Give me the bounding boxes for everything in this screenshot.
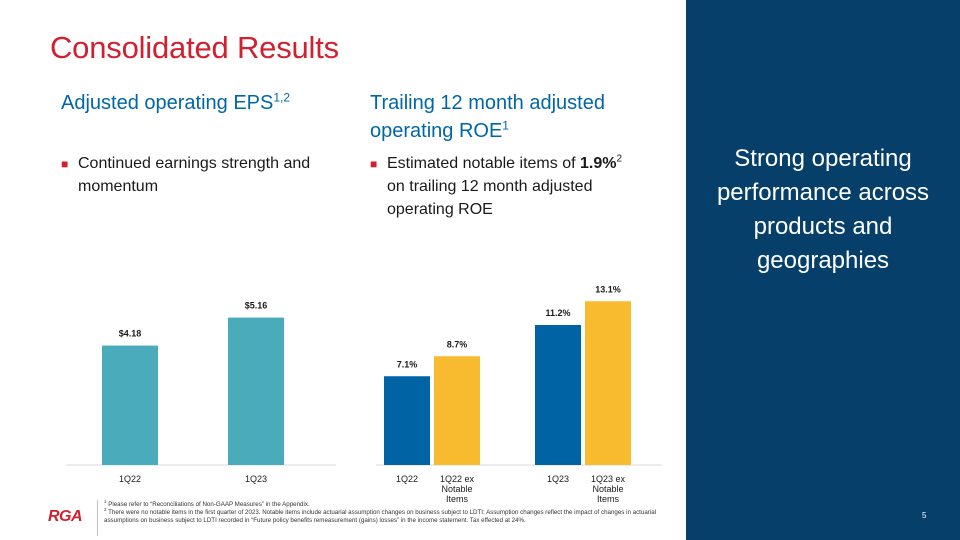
eps-data-label: $4.18 [119, 329, 142, 339]
roe-bullet: ■ Estimated notable items of 1.9%2 on tr… [370, 152, 640, 221]
sidebar-tagline: Strong operating performance across prod… [716, 145, 930, 274]
roe-data-label: 7.1% [397, 359, 418, 369]
slide-title: Consolidated Results [50, 30, 339, 65]
eps-bar-1q22 [102, 345, 158, 465]
bullet-square-icon: ■ [61, 157, 69, 171]
roe-data-label: 11.2% [545, 308, 570, 318]
footnote-1-text: Please refer to “Reconciliations of Non-… [106, 501, 310, 508]
rga-logo: RGA [48, 508, 83, 525]
roe-bar-3 [535, 325, 581, 465]
roe-heading: Trailing 12 month adjusted operating ROE… [370, 89, 670, 145]
roe-bullet-pre: Estimated notable items of [387, 155, 580, 172]
roe-heading-text: Trailing 12 month adjusted operating ROE [370, 92, 605, 142]
footnote-divider [97, 500, 98, 536]
roe-data-label: 8.7% [447, 339, 468, 349]
roe-tick-label: 1Q22 [396, 474, 418, 484]
roe-tick-label: 1Q23 ex Notable Items [591, 474, 626, 504]
roe-heading-footnote: 1 [502, 118, 509, 133]
eps-heading-text: Adjusted operating EPS [61, 92, 274, 114]
sidebar-panel: Strong operating performance across prod… [686, 0, 960, 540]
roe-bullet-bold: 1.9% [579, 155, 617, 172]
roe-tick-label: 1Q22 ex Notable Items [440, 474, 475, 504]
roe-tick-label: 1Q23 [547, 474, 569, 484]
eps-bar-1q23 [228, 317, 284, 465]
footnote-2-marker: 2 [104, 506, 107, 512]
roe-bullet-post: on trailing 12 month adjusted operating … [387, 178, 593, 218]
eps-data-label: $5.16 [245, 301, 268, 311]
bullet-square-icon: ■ [370, 157, 378, 171]
footnote-2-text: There were no notable items in the first… [104, 509, 657, 524]
eps-chart-svg: $4.18 1Q22 $5.16 1Q23 [66, 301, 336, 484]
footnote-2: 2 There were no notable items in the fir… [104, 506, 672, 525]
eps-heading: Adjusted operating EPS1,2 [61, 89, 331, 117]
eps-tick-label: 1Q23 [245, 474, 267, 484]
eps-bullet-text: Continued earnings strength and momentum [78, 155, 311, 195]
roe-bar-4 [585, 301, 631, 465]
eps-tick-label: 1Q22 [119, 474, 141, 484]
roe-bar-2 [434, 356, 480, 465]
roe-chart: 7.1% 1Q22 8.7% 1Q22 ex Notable Items 11.2% 1Q23… [370, 270, 670, 504]
roe-chart-svg: 7.1% 1Q22 8.7% 1Q22 ex Notable Items 11.2% 1Q23… [376, 284, 662, 504]
roe-bullet-footnote: 2 [616, 153, 623, 165]
eps-bullet: ■ Continued earnings strength and moment… [61, 152, 331, 198]
roe-data-label: 13.1% [595, 284, 621, 294]
page-number: 5 [922, 511, 927, 520]
footnotes: 1 Please refer to “Reconciliations of No… [104, 498, 672, 525]
roe-bar-1 [384, 376, 430, 465]
eps-chart: $4.18 1Q22 $5.16 1Q23 [60, 270, 340, 500]
eps-heading-footnote: 1,2 [273, 90, 291, 105]
footnote-1: 1 Please refer to “Reconciliations of No… [104, 498, 672, 509]
footnote-1-marker: 1 [104, 498, 107, 504]
